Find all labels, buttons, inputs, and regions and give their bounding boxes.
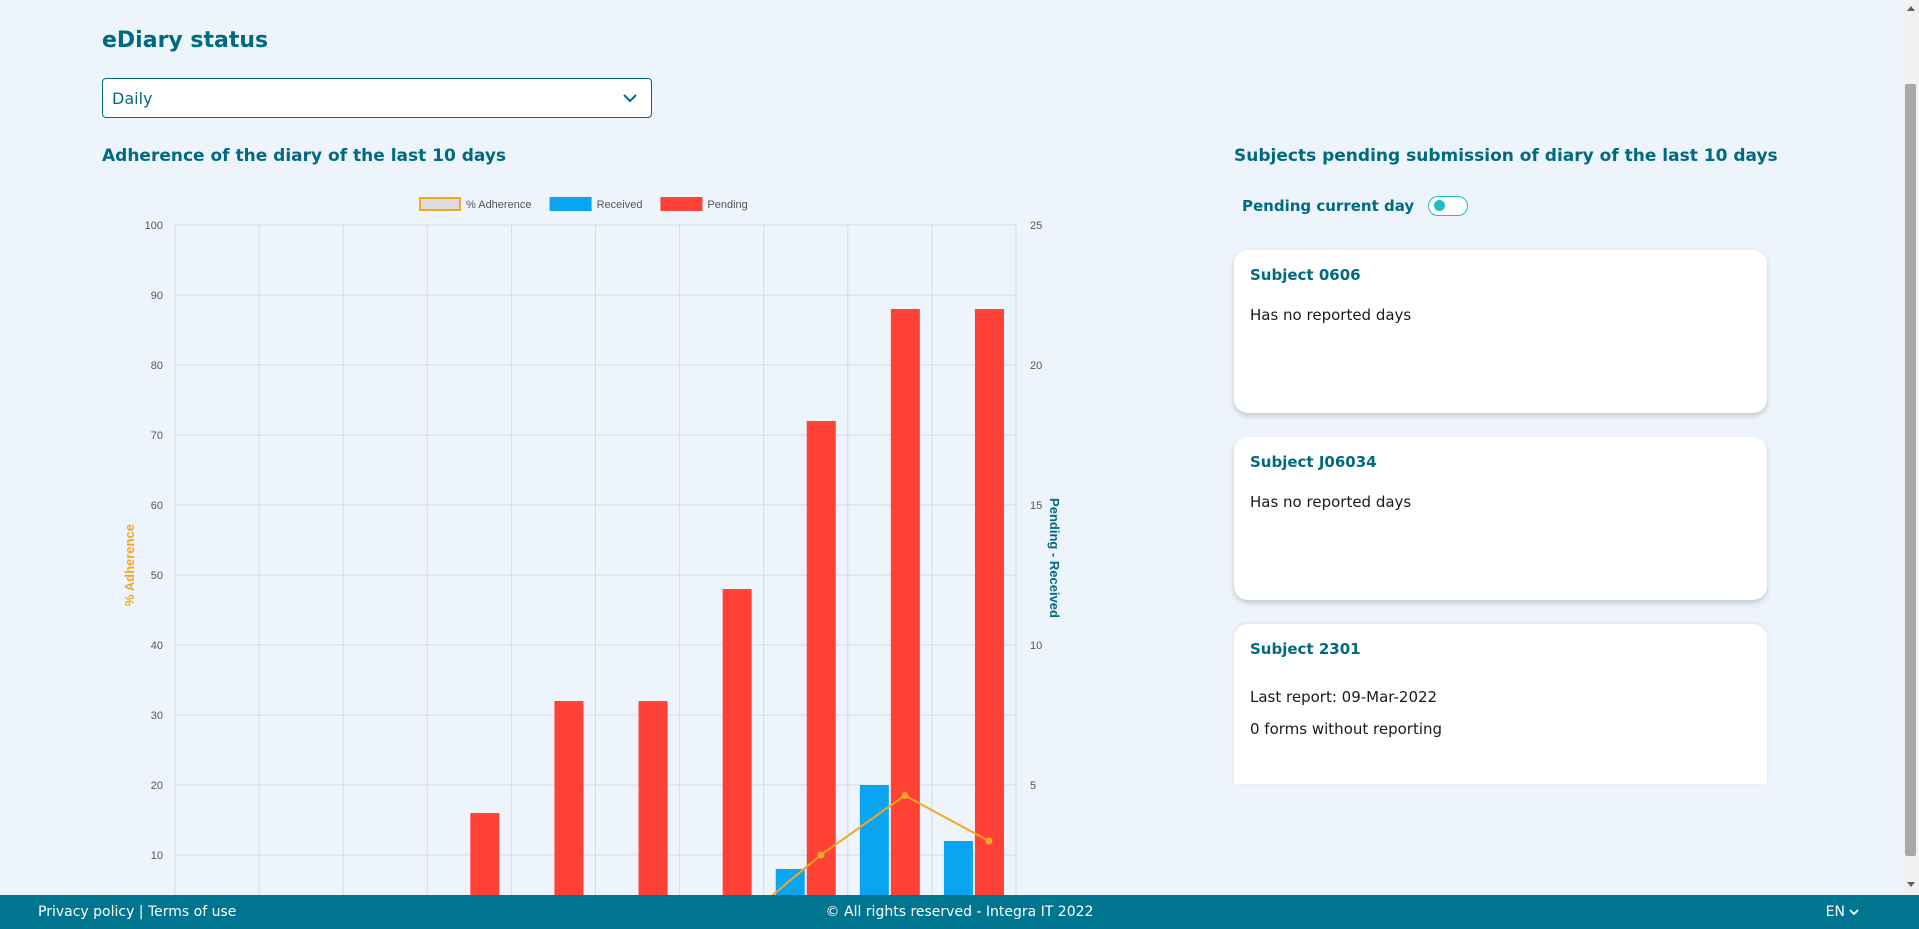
y-left-tick-label: 60: [151, 500, 163, 512]
period-select-value: Daily: [112, 88, 153, 108]
subject-card-line: Last report: 09-Mar-2022: [1250, 688, 1438, 706]
legend-label: Received: [597, 199, 643, 211]
y-left-tick-label: 40: [151, 640, 163, 652]
footer-copyright: © All rights reserved - Integra IT 2022: [825, 904, 1094, 920]
y-right-axis-title: Pending - Received: [1047, 498, 1062, 618]
legend-swatch: [660, 197, 703, 211]
pending-bar: [638, 701, 668, 925]
language-label: EN: [1825, 904, 1845, 920]
pending-subjects-title: Subjects pending submission of diary of …: [1234, 146, 1778, 166]
subject-card-title: Subject J06034: [1250, 453, 1377, 471]
y-right-tick-label: 25: [1030, 220, 1042, 232]
subject-card[interactable]: Subject 2301 Last report: 09-Mar-2022 0 …: [1234, 624, 1767, 784]
pending-current-day-row: Pending current day: [1242, 196, 1469, 216]
scrollbar-thumb[interactable]: [1905, 84, 1916, 856]
footer: Privacy policy | Terms of use © All righ…: [0, 895, 1919, 929]
adherence-point: [817, 851, 825, 859]
y-left-tick-label: 30: [151, 710, 163, 722]
terms-of-use-link[interactable]: Terms of use: [147, 904, 237, 920]
legend-label: Pending: [707, 199, 747, 211]
pending-bar: [974, 309, 1004, 925]
y-left-tick-label: 50: [151, 570, 163, 582]
y-right-tick-label: 20: [1030, 360, 1042, 372]
y-left-tick-label: 100: [145, 220, 163, 232]
toggle-knob: [1434, 200, 1446, 211]
legend-label: % Adherence: [466, 199, 531, 211]
pending-bar: [890, 309, 920, 925]
subject-card-line: 0 forms without reporting: [1250, 720, 1443, 738]
adherence-line: [736, 794, 990, 926]
y-left-tick-label: 90: [151, 290, 163, 302]
pending-current-day-toggle[interactable]: [1428, 196, 1469, 216]
legend-swatch: [549, 197, 592, 211]
y-left-tick-label: 80: [151, 360, 163, 372]
subject-cards: Subject 0606 Has no reported days Subjec…: [1234, 250, 1767, 808]
y-left-tick-label: 70: [151, 430, 163, 442]
privacy-policy-link[interactable]: Privacy policy: [38, 904, 135, 920]
chevron-down-icon: [1849, 909, 1859, 916]
scroll-down-icon[interactable]: [1907, 882, 1915, 887]
footer-separator: |: [134, 904, 148, 920]
adherence-point: [901, 792, 909, 799]
legend-swatch: [419, 197, 461, 211]
language-selector[interactable]: EN: [1826, 904, 1859, 920]
adherence-chart: 100 90 80 70 60 50 40 30 20 10 25 20 15 10 5 % Adherenc…: [110, 190, 1062, 929]
pending-current-day-label: Pending current day: [1242, 197, 1415, 215]
y-left-tick-label: 20: [151, 780, 163, 792]
adherence-point: [985, 837, 993, 845]
pending-bar: [554, 701, 584, 925]
subject-card-title: Subject 2301: [1250, 640, 1361, 658]
y-left-tick-label: 10: [151, 850, 163, 862]
period-select[interactable]: Daily: [102, 78, 652, 118]
page-title: eDiary status: [102, 28, 269, 53]
pending-bar: [806, 421, 836, 925]
y-right-tick-label: 5: [1030, 780, 1036, 792]
subject-card-line: Has no reported days: [1250, 306, 1412, 324]
adherence-chart-title: Adherence of the diary of the last 10 da…: [102, 146, 507, 166]
footer-links: Privacy policy | Terms of use: [38, 904, 236, 920]
adherence-chart-svg: 100 90 80 70 60 50 40 30 20 10 25 20 15 10 5 % Adherenc…: [122, 197, 1062, 929]
scroll-up-icon[interactable]: [1907, 6, 1915, 11]
pending-bar: [722, 589, 752, 925]
y-right-tick-label: 10: [1030, 640, 1042, 652]
subject-card[interactable]: Subject J06034 Has no reported days: [1234, 437, 1767, 600]
subject-card[interactable]: Subject 0606 Has no reported days: [1234, 250, 1767, 413]
subject-card-title: Subject 0606: [1250, 266, 1361, 284]
chevron-down-icon: [623, 94, 637, 103]
y-left-axis-title: % Adherence: [122, 524, 137, 606]
page-scrollbar[interactable]: [1902, 0, 1919, 895]
subject-card-line: Has no reported days: [1250, 493, 1412, 511]
y-right-tick-label: 15: [1030, 500, 1042, 512]
